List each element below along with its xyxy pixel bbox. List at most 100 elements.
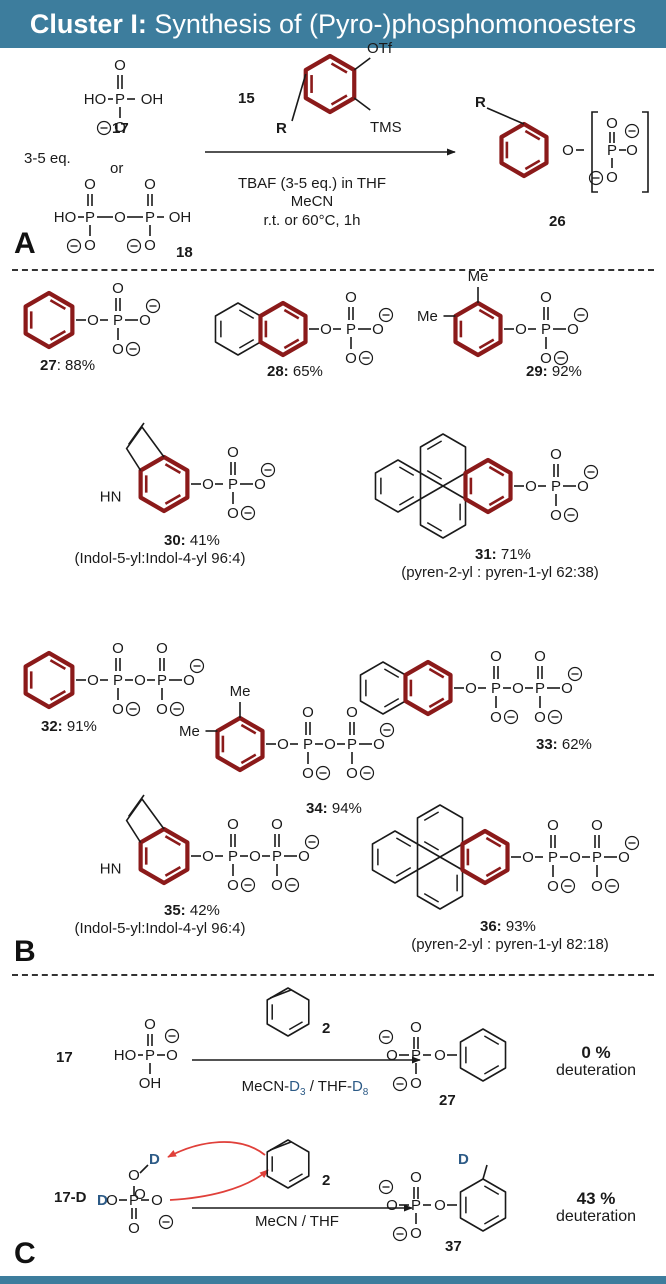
b29-aryl-o: O bbox=[515, 321, 527, 338]
product-r-label: R bbox=[475, 94, 486, 111]
c1-prod-p: P bbox=[411, 1047, 421, 1064]
c2-solvent: MeCN / THF bbox=[255, 1213, 339, 1230]
b32-ring-double-bond bbox=[49, 659, 67, 671]
b28-phos-o-top: O bbox=[345, 289, 357, 306]
charge-circle bbox=[96, 120, 112, 136]
a26-charge1-icon bbox=[624, 123, 640, 139]
b36-pyro-p1-o-top: O bbox=[547, 817, 559, 834]
b35-ring-double-bond bbox=[164, 835, 182, 847]
a26-bracket-left bbox=[591, 111, 598, 193]
c1-benzyne-double-bond bbox=[288, 1021, 303, 1031]
c2-curved-arrow-1 bbox=[167, 1141, 266, 1158]
b27-phos-p: P bbox=[113, 312, 123, 329]
label-26: 26 bbox=[549, 213, 566, 230]
b34-pyro-p2-o-top: O bbox=[346, 704, 358, 721]
c1-prod-ring bbox=[459, 1028, 507, 1082]
c2-prod-ring-double-bond bbox=[483, 1215, 500, 1225]
c1-ho: HO bbox=[114, 1047, 137, 1064]
b28-ring-left bbox=[214, 302, 262, 356]
c2-o-bottom: O bbox=[128, 1220, 140, 1237]
c2-result-label: deuteration bbox=[555, 1208, 637, 1225]
panel-label-c: C bbox=[14, 1237, 36, 1270]
b36-pyro-p1: P bbox=[548, 849, 558, 866]
b34-pyro-p1-o-down: O bbox=[302, 765, 314, 782]
b31-phos-o-right: O bbox=[577, 478, 589, 495]
a15-r-bond bbox=[291, 73, 307, 122]
charge-circle bbox=[624, 835, 640, 851]
a18-oh: OH bbox=[169, 209, 192, 226]
b31-phos-o-down: O bbox=[550, 507, 562, 524]
b35-pyro-bridge-o: O bbox=[249, 848, 261, 865]
a18-p2: P bbox=[145, 209, 155, 226]
b36-pyro-p2-o-top: O bbox=[591, 817, 603, 834]
b33-pyro-p1-o-down: O bbox=[490, 709, 502, 726]
c2-curved-arrow-2 bbox=[169, 1169, 269, 1201]
c1-solvent: MeCN-D3 / THF-D8 bbox=[241, 1078, 369, 1098]
c2-prod-d-bond bbox=[482, 1164, 488, 1180]
charge-circle bbox=[240, 877, 256, 893]
aryne-r-label: R bbox=[276, 120, 287, 137]
b35-pyro-p1-charge-icon bbox=[240, 877, 256, 893]
charge-circle bbox=[164, 1028, 180, 1044]
cluster-title-bold: Cluster I: bbox=[29, 9, 147, 39]
b36-ring-b-double-bond bbox=[423, 811, 440, 821]
b34-pyro-p1-o-top: O bbox=[302, 704, 314, 721]
b35-pyro-p1-o-down: O bbox=[227, 877, 239, 894]
c2-p: P bbox=[129, 1192, 139, 1209]
c2-o-left: O bbox=[106, 1192, 118, 1209]
condition-tbaf: TBAF (3-5 eq.) in THF bbox=[237, 175, 387, 192]
b28-phos-p: P bbox=[346, 321, 356, 338]
charge-circle bbox=[240, 505, 256, 521]
b30-pyrrole bbox=[125, 425, 165, 471]
b28-phos-o-right: O bbox=[372, 321, 384, 338]
charge-circle bbox=[563, 507, 579, 523]
b35-pyrrole bbox=[125, 797, 165, 843]
b31-aryl-o: O bbox=[525, 478, 537, 495]
a26-bracket-right bbox=[642, 111, 649, 193]
b31-ring-c-double-bond bbox=[426, 522, 443, 532]
b35-pyro-p2-o-down: O bbox=[271, 877, 283, 894]
charge-circle bbox=[378, 307, 394, 323]
c1-prod-o-top: O bbox=[410, 1019, 422, 1036]
panel-label-a: A bbox=[14, 227, 36, 260]
b35-pyro-p2-charge-down-icon bbox=[284, 877, 300, 893]
b31-ring-a-double-bond bbox=[398, 496, 415, 506]
b27-phos-o-down: O bbox=[112, 341, 124, 358]
b36-pyro-p1-charge-icon bbox=[560, 878, 576, 894]
charge-circle bbox=[567, 666, 583, 682]
a26-p: P bbox=[607, 142, 617, 159]
b33-pyro-p2-o-down: O bbox=[534, 709, 546, 726]
charge-circle bbox=[304, 834, 320, 850]
b34-ring-double-bond bbox=[240, 723, 257, 735]
b29-phos-o-down: O bbox=[540, 350, 552, 367]
b31-phos-charge-down-icon bbox=[563, 507, 579, 523]
b32-ring bbox=[23, 650, 75, 710]
b31-phos-p: P bbox=[551, 478, 561, 495]
cluster-title-text: Synthesis of (Pyro-)phosphomonoesters bbox=[146, 9, 637, 39]
caption-28: 28: 65% bbox=[267, 363, 323, 380]
b33-ring-right-double-bond bbox=[428, 667, 445, 679]
b35-pyro-p2-o-top: O bbox=[271, 816, 283, 833]
charge-circle bbox=[315, 765, 331, 781]
caption-34: 34: 94% bbox=[306, 800, 362, 817]
c1-prod-o-left: O bbox=[386, 1047, 398, 1064]
a18-o-bridge: O bbox=[114, 209, 126, 226]
b33-aryl-o: O bbox=[465, 680, 477, 697]
c1-result-label: deuteration bbox=[555, 1062, 637, 1079]
a26-charge2-icon bbox=[588, 170, 604, 186]
b30-pyrrole-dbl bbox=[127, 422, 145, 445]
a15-otf-bond bbox=[353, 57, 371, 71]
c1-aryne-label: 2 bbox=[322, 1020, 331, 1037]
b31-ring-b-double-bond bbox=[426, 440, 443, 450]
b33-ring-left-double-bond bbox=[383, 698, 400, 708]
b34-pyro-bridge-o: O bbox=[324, 736, 336, 753]
c2-prod-o-left: O bbox=[386, 1197, 398, 1214]
b36-ring-a-double-bond bbox=[395, 837, 412, 847]
charge-circle bbox=[378, 1029, 394, 1045]
b33-pyro-p2-p: P bbox=[535, 680, 545, 697]
b32-ring-double-bond bbox=[49, 689, 67, 701]
a18-ho: HO bbox=[54, 209, 77, 226]
c2-product-label: 37 bbox=[445, 1238, 462, 1255]
c2-result: 43 % bbox=[576, 1189, 616, 1208]
